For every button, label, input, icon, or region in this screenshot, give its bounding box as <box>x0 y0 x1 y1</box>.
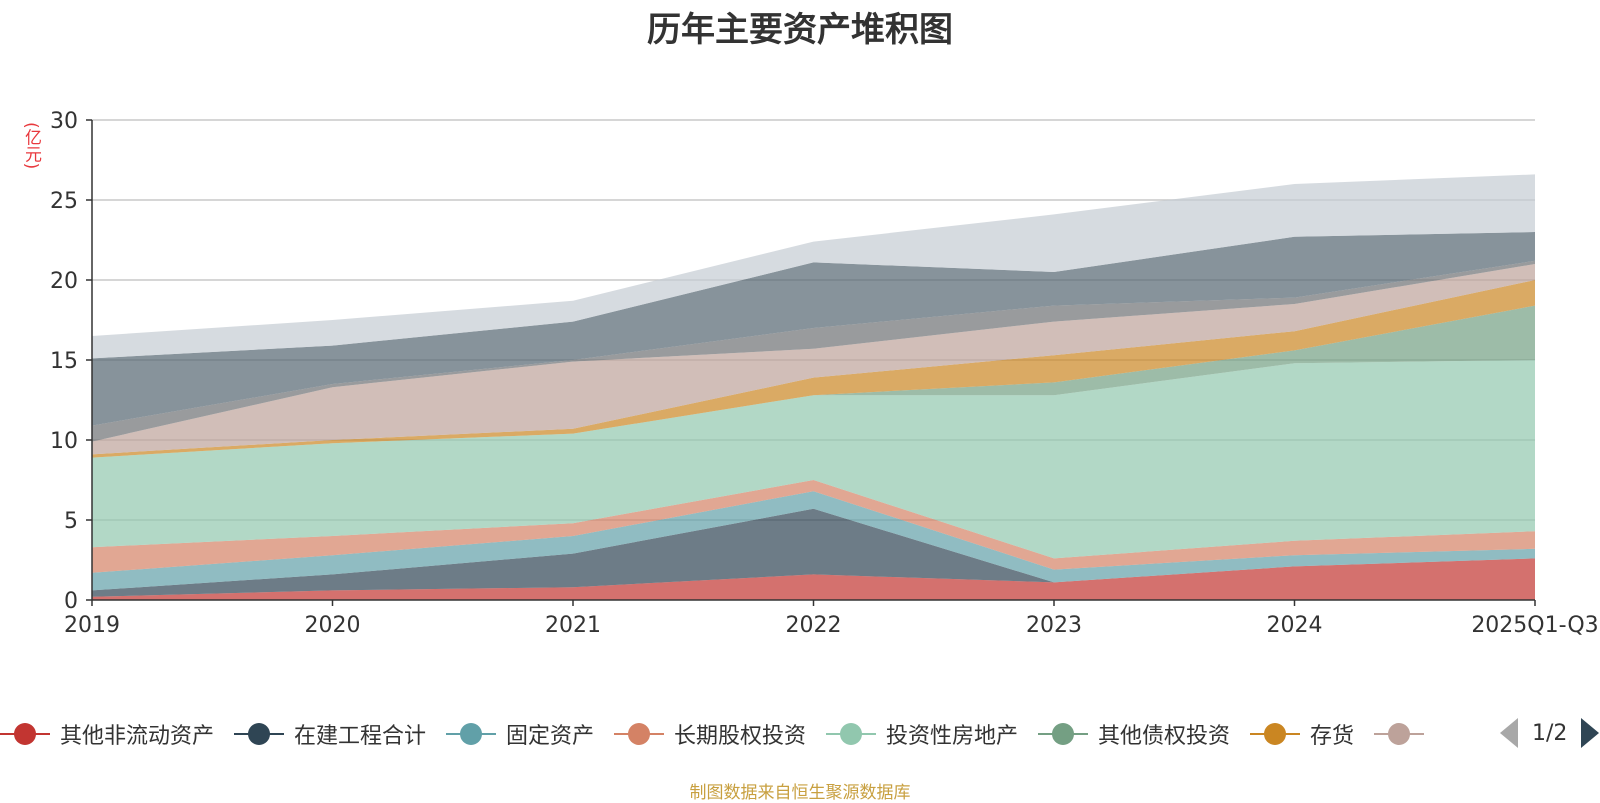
y-tick-label-5: 5 <box>64 509 78 534</box>
legend-label: 其他债权投资 <box>1098 724 1231 749</box>
x-tick-label-6: 2025Q1-Q3 <box>1471 613 1598 638</box>
legend-marker-icon <box>614 722 664 746</box>
area-chart: 0 5 10 15 20 25 30 2019 2020 2021 2022 2023 2024 2025… <box>50 109 1599 638</box>
x-tick-label-3: 2022 <box>786 613 842 638</box>
y-tick-label-0: 0 <box>64 589 78 614</box>
x-tick-label-1: 2020 <box>305 613 361 638</box>
legend-item-5[interactable]: 投资性房地产 <box>826 714 1018 754</box>
legend-marker-icon <box>0 722 50 746</box>
x-tick-label-4: 2023 <box>1026 613 1082 638</box>
legend-next-page-icon[interactable] <box>1581 718 1600 748</box>
data-source-note: 制图数据来自恒生聚源数据库 <box>689 783 911 803</box>
area-series-2 <box>92 508 1535 597</box>
legend-label: 投资性房地产 <box>886 724 1019 749</box>
legend-item-8[interactable] <box>1374 714 1434 754</box>
legend-item-1[interactable]: 其他非流动资产 <box>0 714 214 754</box>
stacked-areas <box>92 174 1535 600</box>
legend-item-6[interactable]: 其他债权投资 <box>1038 714 1230 754</box>
legend-label: 在建工程合计 <box>294 724 427 749</box>
legend-marker-icon <box>1250 722 1300 746</box>
legend-item-2[interactable]: 在建工程合计 <box>234 714 426 754</box>
area-series-11 <box>92 174 1535 359</box>
legend-item-7[interactable]: 存货 <box>1250 714 1354 754</box>
y-tick-label-30: 30 <box>50 109 78 134</box>
y-tick-label-25: 25 <box>50 189 78 214</box>
area-series-3 <box>92 491 1535 591</box>
y-tick-label-10: 10 <box>50 429 78 454</box>
legend-prev-page-icon[interactable] <box>1500 718 1518 748</box>
area-series-10 <box>92 232 1535 426</box>
area-series-8 <box>92 264 1535 455</box>
x-tick-label-5: 2024 <box>1267 613 1323 638</box>
legend-item-3[interactable]: 固定资产 <box>446 714 594 754</box>
y-axis-unit-label: (亿元) <box>21 122 41 170</box>
y-tick-label-15: 15 <box>50 349 78 374</box>
legend-label: 其他非流动资产 <box>60 724 215 749</box>
legend: 其他非流动资产 在建工程合计 固定资产 长期股权投资 投资性房地产 其他债权投资 存货 <box>0 714 1470 754</box>
legend-marker-icon <box>446 722 496 746</box>
legend-marker-icon <box>234 722 284 746</box>
legend-item-4[interactable]: 长期股权投资 <box>614 714 806 754</box>
x-tick-label-0: 2019 <box>64 613 120 638</box>
legend-marker-icon <box>1374 722 1424 746</box>
x-tick-label-2: 2021 <box>545 613 601 638</box>
legend-pager: 1/2 <box>1500 718 1600 748</box>
legend-label: 长期股权投资 <box>674 724 807 749</box>
chart-title: 历年主要资产堆积图 <box>647 10 953 50</box>
legend-label: 存货 <box>1310 724 1355 749</box>
legend-marker-icon <box>1038 722 1088 746</box>
legend-label: 固定资产 <box>506 724 595 749</box>
legend-page-indicator: 1/2 <box>1532 720 1568 746</box>
y-tick-label-20: 20 <box>50 269 78 294</box>
area-series-1 <box>92 558 1535 600</box>
area-series-9 <box>92 260 1535 442</box>
axes: 0 5 10 15 20 25 30 2019 2020 2021 2022 2023 2024 2025… <box>50 109 1599 638</box>
legend-marker-icon <box>826 722 876 746</box>
area-series-5 <box>92 360 1535 559</box>
